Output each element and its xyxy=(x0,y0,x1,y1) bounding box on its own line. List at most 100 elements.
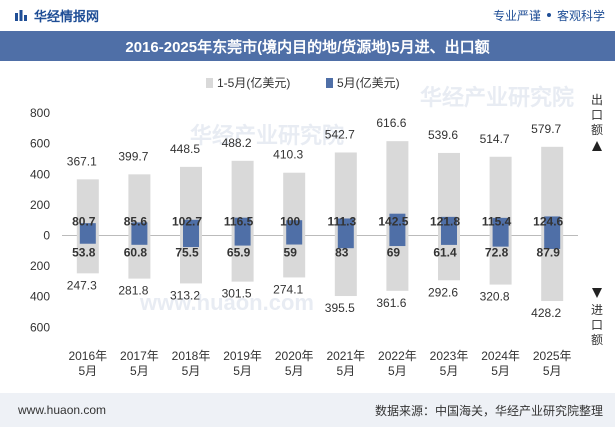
bar-series1-export xyxy=(283,172,306,236)
x-axis: 2016年 5月 2017年 5月 2018年 5月 2019年 5月 2020年 5月 2021年… xyxy=(68,349,571,378)
x-tick-label: 2020年 5月 xyxy=(275,349,314,378)
chart-title-bar: 2016-2025年东莞市(境内目的地/货源地)5月进、出口额 xyxy=(0,31,615,61)
svg-text:额: 额 xyxy=(591,123,603,137)
data-label-series1-export: 539.6 xyxy=(428,128,458,142)
bar-series1-import xyxy=(231,235,254,282)
bar-series1-import xyxy=(76,235,99,274)
data-label-series1-import: 274.1 xyxy=(273,282,303,296)
x-tick-label: 2016年 5月 xyxy=(68,349,107,378)
y-tick-label: 600 xyxy=(30,137,50,151)
dot-icon xyxy=(546,13,551,17)
arrow-up-icon xyxy=(592,141,602,151)
legend-label-series2: 5月(亿美元) xyxy=(337,75,400,90)
y-tick-label: 200 xyxy=(30,198,50,212)
slogan-tag-1: 专业严谨 xyxy=(492,8,541,23)
data-label-series2-export: 111.3 xyxy=(327,215,356,229)
bar-series2-export xyxy=(441,216,457,236)
data-label-series1-import: 281.8 xyxy=(118,284,148,298)
bar-series2-export xyxy=(234,217,251,236)
data-label-series2-import: 83 xyxy=(335,246,349,260)
data-label-series1-export: 399.7 xyxy=(118,149,148,163)
data-label-series2-import: 60.8 xyxy=(124,246,148,260)
bar-series2-export xyxy=(544,216,561,236)
data-label-series2-export: 124.6 xyxy=(533,215,563,229)
x-tick-label: 2024年 5月 xyxy=(481,349,520,378)
data-label-series1-import: 395.5 xyxy=(325,301,355,315)
bar-series2-import xyxy=(79,235,96,244)
y-tick-label: 400 xyxy=(30,290,50,304)
x-tick-label: 2017年 5月 xyxy=(120,349,159,378)
logo-icon xyxy=(15,10,27,21)
data-label-series1-export: 514.7 xyxy=(480,132,510,146)
bar-series2-import xyxy=(492,235,509,247)
data-label-series1-import: 292.6 xyxy=(428,285,458,299)
bar-series2-export xyxy=(492,217,509,236)
bar-series1-export xyxy=(76,179,99,236)
data-label-series1-export: 448.5 xyxy=(170,142,200,156)
side-label-export: 出口额 xyxy=(591,93,603,137)
data-label-series1-import: 320.8 xyxy=(480,290,510,304)
legend-swatch-series1 xyxy=(206,78,213,88)
data-label-series2-import: 75.5 xyxy=(175,246,199,260)
bar-series2-import xyxy=(234,235,251,246)
x-tick-label: 2021年 5月 xyxy=(326,349,365,378)
data-label-series2-import: 72.8 xyxy=(485,246,509,260)
data-label-series2-export: 80.7 xyxy=(72,215,96,229)
bar-series2-import xyxy=(544,235,561,249)
bar-series1-export xyxy=(386,141,409,236)
bar-series1-import xyxy=(334,235,357,297)
bar-series2-export xyxy=(183,219,199,236)
bar-series2-export xyxy=(79,223,96,236)
bar-series1-import xyxy=(541,235,564,302)
bar-series2-import xyxy=(286,235,303,245)
data-label-series2-import: 65.9 xyxy=(227,246,251,260)
data-label-series1-import: 361.6 xyxy=(376,296,406,310)
bar-series1-import xyxy=(128,235,151,279)
data-label-series2-import: 61.4 xyxy=(433,246,457,260)
slogan: 专业严谨 客观科学 xyxy=(493,7,605,24)
bar-series1-export xyxy=(438,152,460,236)
data-label-series1-import: 428.2 xyxy=(531,306,561,320)
legend-label-series1: 1-5月(亿美元) xyxy=(217,75,290,90)
svg-text:进: 进 xyxy=(591,303,603,317)
legend: 1-5月(亿美元) 5月(亿美元) xyxy=(206,75,400,90)
bar-series2-import xyxy=(337,235,354,249)
data-label-series1-export: 410.3 xyxy=(273,148,303,162)
top-bar: 华经情报网 专业严谨 客观科学 xyxy=(0,0,615,30)
bar-series2-export xyxy=(389,213,406,236)
data-label-series2-import: 53.8 xyxy=(72,246,96,260)
x-tick-label: 2019年 5月 xyxy=(223,349,262,378)
data-label-series2-export: 116.5 xyxy=(224,215,254,229)
bar-series2-export xyxy=(131,222,148,236)
arrow-down-icon xyxy=(592,288,602,298)
y-tick-label: 800 xyxy=(30,106,50,120)
data-label-series2-export: 102.7 xyxy=(172,215,202,229)
data-label-series1-export: 488.2 xyxy=(222,136,252,150)
x-tick-label: 2018年 5月 xyxy=(172,349,211,378)
side-label-import: 进口额 xyxy=(591,303,603,347)
data-label-series2-import: 59 xyxy=(284,246,298,260)
bar-series1-export xyxy=(334,152,357,236)
brand: 华经情报网 xyxy=(14,6,99,25)
brand-name: 华经情报网 xyxy=(34,8,100,24)
bar-series1-import xyxy=(180,235,202,284)
y-tick-label: 400 xyxy=(30,167,50,181)
data-labels: 367.1 247.3 80.7 53.8 399.7 281.8 85.6 60.8 448.… xyxy=(67,116,564,320)
data-label-series1-export: 367.1 xyxy=(67,154,97,168)
bar-series1-import xyxy=(489,235,512,285)
y-tick-label: 600 xyxy=(30,320,50,334)
slogan-tag-2: 客观科学 xyxy=(556,8,605,23)
bar-series2-export xyxy=(286,220,303,236)
data-label-series2-export: 85.6 xyxy=(124,215,148,229)
x-tick-label: 2023年 5月 xyxy=(430,349,469,378)
data-label-series2-import: 69 xyxy=(387,246,401,260)
data-label-series2-import: 87.9 xyxy=(537,246,561,260)
bar-series2-import xyxy=(441,235,457,245)
y-tick-label: 200 xyxy=(30,259,50,273)
bar-series2-import xyxy=(131,235,148,245)
svg-text:额: 额 xyxy=(591,333,603,347)
footer-url: www.huaon.com xyxy=(18,403,107,417)
footer: www.huaon.com 数据来源：中国海关，华经产业研究院整理 xyxy=(0,393,615,427)
bar-series1-export xyxy=(180,166,202,236)
bar-series2-import xyxy=(389,235,406,247)
